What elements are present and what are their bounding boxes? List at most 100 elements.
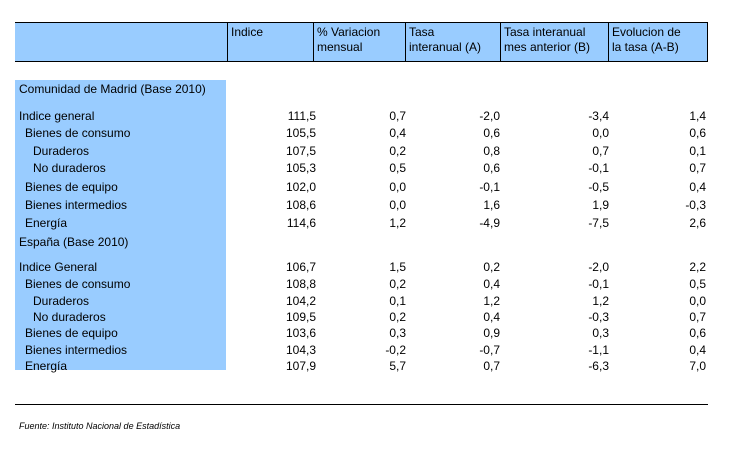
cell-indice: 102,0 xyxy=(285,180,316,194)
row-label: Indice general xyxy=(19,109,95,123)
cell-variacion: 0,3 xyxy=(389,326,406,340)
table-row: Duraderos 107,5 0,2 0,8 0,7 0,1 xyxy=(0,143,749,159)
header-tasa-b: Tasa interanual mes anterior (B) xyxy=(500,23,608,61)
cell-tasa-a: -0,7 xyxy=(479,343,500,357)
cell-variacion: 5,7 xyxy=(389,359,406,373)
cell-variacion: 0,2 xyxy=(389,144,406,158)
cell-variacion: 0,0 xyxy=(389,180,406,194)
cell-tasa-a: -0,1 xyxy=(479,180,500,194)
section-title-madrid: Comunidad de Madrid (Base 2010) xyxy=(19,82,206,96)
cell-variacion: 0,0 xyxy=(389,198,406,212)
cell-indice: 108,6 xyxy=(285,198,316,212)
table-row: Bienes intermedios 108,6 0,0 1,6 1,9 -0,3 xyxy=(0,197,749,213)
row-label: No duraderos xyxy=(33,310,106,324)
cell-tasa-a: 1,6 xyxy=(483,198,500,212)
cell-tasa-b: -0,1 xyxy=(588,277,609,291)
section-title-espana: España (Base 2010) xyxy=(19,235,129,249)
cell-tasa-a: 0,6 xyxy=(483,161,500,175)
cell-indice: 104,2 xyxy=(285,294,316,308)
cell-tasa-a: 0,7 xyxy=(483,359,500,373)
cell-indice: 114,6 xyxy=(286,216,316,230)
cell-evolucion: 0,7 xyxy=(689,161,706,175)
cell-tasa-a: 0,2 xyxy=(483,260,500,274)
row-label: Bienes de equipo xyxy=(25,326,118,340)
cell-tasa-b: 0,0 xyxy=(592,126,609,140)
cell-tasa-b: 0,3 xyxy=(592,326,609,340)
table-row: Indice General 106,7 1,5 0,2 -2,0 2,2 xyxy=(0,259,749,275)
cell-evolucion: 7,0 xyxy=(689,359,706,373)
cell-indice: 105,3 xyxy=(285,161,316,175)
cell-variacion: 1,2 xyxy=(389,216,406,230)
cell-evolucion: 0,4 xyxy=(689,180,706,194)
table-row: Bienes intermedios 104,3 -0,2 -0,7 -1,1 0,4 xyxy=(0,342,749,358)
cell-tasa-b: -0,1 xyxy=(588,161,609,175)
cell-evolucion: 0,7 xyxy=(689,310,706,324)
cell-tasa-a: -2,0 xyxy=(479,109,500,123)
row-label: Bienes intermedios xyxy=(25,343,128,357)
cell-variacion: 0,4 xyxy=(389,126,406,140)
cell-indice: 108,8 xyxy=(285,277,316,291)
cell-variacion: 0,1 xyxy=(389,294,406,308)
header-blank xyxy=(15,23,227,61)
cell-variacion: 0,2 xyxy=(389,310,406,324)
table-row: Energía 114,6 1,2 -4,9 -7,5 2,6 xyxy=(0,215,749,231)
cell-indice: 107,5 xyxy=(285,144,316,158)
cell-tasa-b: -0,3 xyxy=(588,310,609,324)
cell-evolucion: -0,3 xyxy=(685,198,706,212)
cell-indice: 104,3 xyxy=(285,343,316,357)
row-label: Bienes de consumo xyxy=(25,277,131,291)
cell-evolucion: 2,6 xyxy=(689,216,706,230)
table-row: No duraderos 109,5 0,2 0,4 -0,3 0,7 xyxy=(0,309,749,325)
cell-evolucion: 0,4 xyxy=(689,343,706,357)
header-indice: Indice xyxy=(227,23,313,61)
table-row: Bienes de equipo 102,0 0,0 -0,1 -0,5 0,4 xyxy=(0,179,749,195)
cell-evolucion: 1,4 xyxy=(689,109,706,123)
source-note: Fuente: Instituto Nacional de Estadístic… xyxy=(19,421,181,431)
cell-tasa-b: -7,5 xyxy=(588,216,609,230)
cell-indice: 105,5 xyxy=(285,126,316,140)
cell-tasa-a: -4,9 xyxy=(479,216,500,230)
table-row: Energía 107,9 5,7 0,7 -6,3 7,0 xyxy=(0,358,749,374)
row-label: Duraderos xyxy=(33,144,90,158)
cell-indice: 107,9 xyxy=(285,359,316,373)
cell-indice: 103,6 xyxy=(285,326,316,340)
table-row: Indice general 111,5 0,7 -2,0 -3,4 1,4 xyxy=(0,108,749,124)
cell-tasa-b: -2,0 xyxy=(588,260,609,274)
label-column-background xyxy=(15,80,226,370)
row-label: Bienes de equipo xyxy=(25,180,118,194)
cell-variacion: 0,5 xyxy=(389,161,406,175)
header-tasa-a: Tasa interanual (A) xyxy=(405,23,500,61)
cell-tasa-a: 0,4 xyxy=(483,310,500,324)
header-variacion: % Variacion mensual xyxy=(313,23,405,61)
header-evolucion: Evolucion de la tasa (A-B) xyxy=(608,23,708,61)
table-row: Duraderos 104,2 0,1 1,2 1,2 0,0 xyxy=(0,293,749,309)
cell-tasa-a: 0,4 xyxy=(483,277,500,291)
cell-indice: 109,5 xyxy=(285,310,316,324)
cell-tasa-a: 0,9 xyxy=(483,326,500,340)
row-label: Energía xyxy=(25,359,68,373)
row-label: No duraderos xyxy=(33,161,106,175)
cell-variacion: -0,2 xyxy=(385,343,406,357)
cell-indice: 111,5 xyxy=(287,109,316,123)
table-header: Indice % Variacion mensual Tasa interanu… xyxy=(15,22,708,62)
cell-tasa-b: 0,7 xyxy=(592,144,609,158)
cell-variacion: 1,5 xyxy=(389,260,406,274)
cell-tasa-b: 1,9 xyxy=(592,198,609,212)
cell-evolucion: 0,0 xyxy=(689,294,706,308)
cell-indice: 106,7 xyxy=(285,260,316,274)
cell-variacion: 0,7 xyxy=(389,109,406,123)
cell-tasa-b: -1,1 xyxy=(588,343,609,357)
table-row: Bienes de consumo 108,8 0,2 0,4 -0,1 0,5 xyxy=(0,276,749,292)
cell-tasa-b: -0,5 xyxy=(588,180,609,194)
cell-evolucion: 0,6 xyxy=(689,326,706,340)
cell-tasa-a: 0,6 xyxy=(483,126,500,140)
cell-tasa-a: 1,2 xyxy=(483,294,500,308)
cell-evolucion: 0,6 xyxy=(689,126,706,140)
row-label: Bienes de consumo xyxy=(25,126,131,140)
cell-variacion: 0,2 xyxy=(389,277,406,291)
row-label: Energía xyxy=(25,216,68,230)
row-label: Bienes intermedios xyxy=(25,198,128,212)
cell-evolucion: 0,1 xyxy=(689,144,706,158)
table-row: Bienes de consumo 105,5 0,4 0,6 0,0 0,6 xyxy=(0,125,749,141)
cell-tasa-a: 0,8 xyxy=(483,144,500,158)
